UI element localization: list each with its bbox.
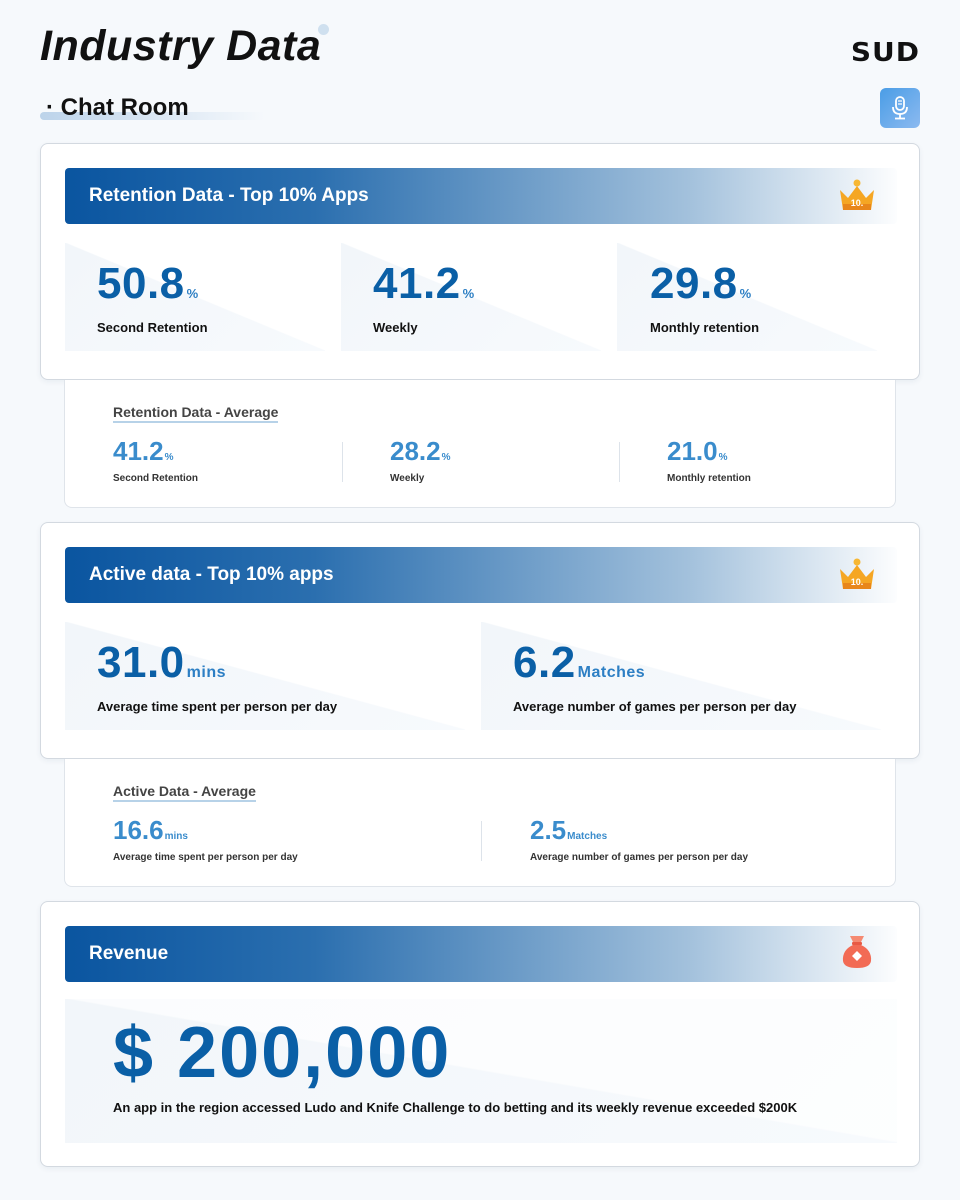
retention-top-tile-2: [341, 243, 601, 351]
retention-avg-title: Retention Data - Average: [113, 404, 279, 423]
crown-badge-text: 10.: [851, 577, 864, 587]
divider: [481, 821, 482, 861]
retention-avg-value-3: 21.0%: [667, 436, 728, 466]
retention-avg-label-1: Second Retention: [113, 473, 199, 484]
retention-avg-value-1: 41.2%: [113, 436, 174, 466]
retention-avg-value-2: 28.2%: [390, 436, 451, 466]
revenue-description: An app in the region accessed Ludo and K…: [113, 1100, 798, 1115]
microphone-icon: [892, 96, 908, 120]
retention-top-label-1: Second Retention: [97, 320, 208, 335]
active-top-value-1: 31.0 mins: [97, 638, 226, 687]
brand-logo: SUD: [850, 37, 920, 68]
revenue-card: Revenue $ 200,000 An app in the region a…: [40, 901, 920, 1167]
active-top-value-2: 6.2 Matches: [513, 638, 646, 687]
active-top-label-1: Average time spent per person per day: [97, 699, 338, 714]
active-top-tile-2: [481, 622, 881, 730]
crown-icon: 10.: [840, 558, 874, 589]
page-title: Industry Data: [40, 22, 322, 70]
active-top-tile-1: [65, 622, 465, 730]
active-avg-value-2: 2.5Matches: [530, 815, 608, 845]
active-top-banner: Active data - Top 10% apps 10.: [65, 547, 897, 603]
active-avg-label-1: Average time spent per person per day: [113, 852, 298, 863]
active-top-title: Active data - Top 10% apps: [89, 564, 334, 585]
retention-top-value-3: 29.8%: [650, 259, 752, 308]
retention-avg-label-3: Monthly retention: [667, 473, 751, 484]
active-avg-label-2: Average number of games per person per d…: [530, 852, 749, 863]
revenue-amount: $ 200,000: [113, 1013, 452, 1093]
retention-top-tile-3: [617, 243, 877, 351]
retention-top-title: Retention Data - Top 10% Apps: [89, 185, 369, 206]
revenue-tile: [65, 999, 897, 1143]
active-avg-title: Active Data - Average: [113, 783, 256, 802]
section-label: · Chat Room: [46, 94, 189, 121]
active-avg-value-1: 16.6mins: [113, 815, 188, 845]
section-underline: [40, 112, 265, 120]
retention-avg-card: Retention Data - Average 41.2% Second Re…: [64, 380, 896, 508]
microphone-button[interactable]: [880, 88, 920, 128]
divider: [342, 442, 343, 482]
divider: [619, 442, 620, 482]
revenue-title: Revenue: [89, 943, 169, 964]
revenue-banner: Revenue: [65, 926, 897, 982]
crown-icon: 10.: [840, 179, 874, 210]
retention-top-tile-1: [65, 243, 325, 351]
title-decoration-dot: [318, 24, 329, 35]
retention-avg-label-2: Weekly: [390, 473, 425, 484]
retention-top-label-2: Weekly: [373, 320, 418, 335]
money-bag-icon: [842, 936, 872, 968]
retention-top-value-2: 41.2%: [373, 259, 475, 308]
retention-top-banner: Retention Data - Top 10% Apps 10.: [65, 168, 897, 224]
retention-top-value-1: 50.8%: [97, 259, 199, 308]
crown-badge-text: 10.: [851, 198, 864, 208]
active-top-card: Active data - Top 10% apps 10. 31.0 mins …: [40, 522, 920, 759]
retention-top-card: Retention Data - Top 10% Apps 10. 50.8% …: [40, 143, 920, 380]
active-top-label-2: Average number of games per person per d…: [513, 699, 797, 714]
retention-top-label-3: Monthly retention: [650, 320, 760, 335]
active-avg-card: Active Data - Average 16.6mins Average t…: [64, 759, 896, 887]
